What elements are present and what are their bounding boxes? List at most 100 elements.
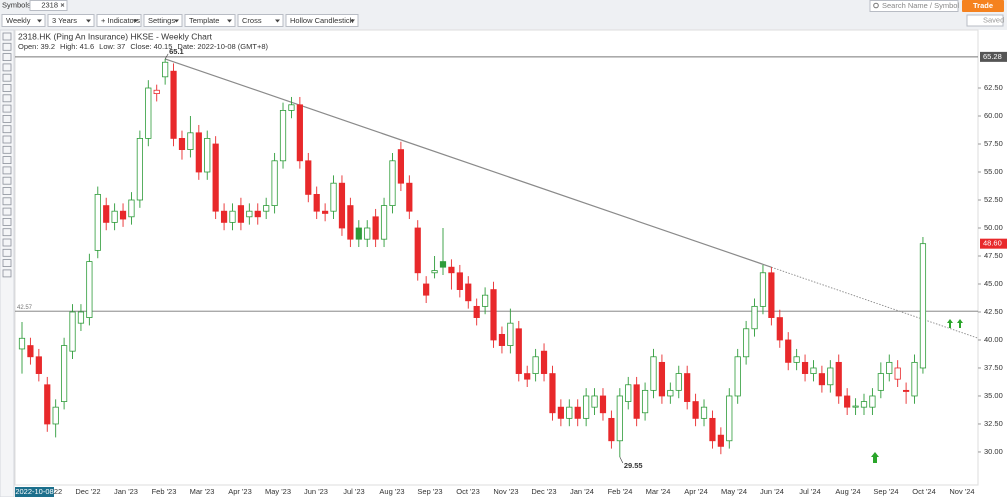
tool-icon[interactable] [2, 166, 12, 175]
tool-icon[interactable] [2, 217, 12, 226]
tool-icon[interactable] [2, 53, 12, 61]
tool-icon[interactable] [2, 197, 12, 206]
tool-icon[interactable] [2, 104, 12, 113]
signal-arrows [871, 319, 963, 463]
tool-icon[interactable] [2, 207, 12, 216]
tool-icon[interactable] [2, 73, 12, 82]
tool-icon[interactable] [2, 145, 12, 154]
candle-body [212, 143, 219, 212]
candle-body [338, 182, 346, 229]
info-label: Open: [18, 42, 38, 51]
x-tick-label: Aug '23 [379, 487, 404, 496]
tool-icon[interactable] [2, 115, 12, 123]
low-leader [619, 456, 624, 464]
candle-body [498, 333, 506, 346]
tool-icon[interactable] [2, 84, 12, 92]
info-label: High: [60, 42, 78, 51]
plot-frame [14, 29, 979, 486]
candle-body [793, 356, 800, 363]
toolbar-button-label: Settings [148, 16, 175, 25]
candle-body [355, 227, 362, 240]
tool-icon[interactable] [2, 269, 12, 278]
candle-body [633, 384, 640, 419]
candle-body [18, 337, 26, 350]
x-tick-label: Dec '22 [75, 487, 100, 496]
symbols-label: Symbols: [2, 0, 33, 9]
candle-body [111, 210, 118, 223]
toolbar-button[interactable] [47, 14, 95, 27]
toolbar-button-label: Template [189, 16, 219, 25]
candle-body [136, 138, 143, 201]
toolbar-button-label: 3 Years [52, 16, 77, 25]
candle-body [919, 243, 927, 369]
candle-body [684, 373, 691, 402]
tool-icon[interactable] [2, 176, 12, 185]
candle-body [448, 266, 455, 274]
candle-body [473, 305, 480, 318]
search-icon [873, 2, 879, 9]
candle-body [852, 405, 859, 408]
tool-icon[interactable] [2, 187, 12, 195]
hline-price-box [980, 51, 1007, 62]
candle-body [566, 406, 573, 419]
tool-icon[interactable] [2, 32, 12, 41]
high-mark-label: 65.1 [169, 47, 184, 56]
candle-body [616, 395, 623, 442]
candle-body [810, 367, 817, 374]
y-tick-label: 50.00 [984, 223, 1003, 232]
x-tick-label: Jun '23 [304, 487, 328, 496]
candle-body [625, 384, 632, 402]
tool-column [0, 29, 15, 497]
candle-body [52, 406, 59, 425]
candle-body [709, 417, 716, 442]
x-tick-label: Aug '24 [835, 487, 860, 496]
candle-body [330, 182, 337, 212]
tool-icon[interactable] [2, 135, 12, 144]
saved-button[interactable] [966, 14, 1004, 27]
tool-icon[interactable] [2, 238, 12, 247]
y-tick-label: 57.50 [984, 139, 1003, 148]
candle-body [743, 328, 750, 358]
toolbar-button[interactable] [285, 14, 359, 27]
toolbar-button[interactable] [237, 14, 284, 27]
ohlc-info: Open: 39.2 High: 41.6 Low: 37 Close: 40.15 Date:… [18, 42, 269, 51]
candle-body [667, 389, 674, 397]
tool-icon[interactable] [2, 156, 12, 165]
toolbar-button[interactable] [1, 14, 46, 27]
y-tick-label: 52.50 [984, 195, 1003, 204]
tool-icon[interactable] [2, 125, 12, 134]
tool-icon[interactable] [2, 228, 12, 237]
tool-icon[interactable] [2, 259, 12, 268]
toolbar-button[interactable] [184, 14, 236, 27]
trendline [164, 58, 772, 268]
cursor-date: 2022-10-08 [15, 487, 53, 496]
candle-body [77, 311, 85, 324]
candle-body [229, 210, 236, 223]
y-tick-label: 62.50 [984, 83, 1003, 92]
candle-body [61, 345, 68, 402]
tool-icon[interactable] [2, 94, 12, 103]
tool-icon[interactable] [2, 42, 12, 51]
y-tick-label: 55.00 [984, 167, 1003, 176]
candle-body [94, 193, 101, 251]
trade-button[interactable] [962, 0, 1004, 12]
search-box[interactable] [869, 0, 959, 12]
toolbar-button[interactable] [96, 14, 142, 27]
candle-body [583, 395, 590, 419]
toolbar-button[interactable] [143, 14, 183, 27]
candle-body [246, 210, 253, 218]
candle-body [785, 339, 792, 363]
candle-body [549, 373, 556, 414]
clear-icon[interactable] [60, 3, 65, 7]
info-value: 40.15 [154, 42, 173, 51]
tool-icon[interactable] [2, 63, 12, 72]
symbol-input[interactable] [29, 0, 68, 11]
x-tick-label: Apr '24 [684, 487, 708, 496]
x-tick-label: Jan '24 [570, 487, 594, 496]
x-tick-label: Mar '23 [190, 487, 215, 496]
hline-label: 42.57 [17, 305, 33, 311]
tool-icon[interactable] [2, 248, 12, 257]
candle-body [751, 305, 758, 330]
candle-body [818, 373, 826, 386]
